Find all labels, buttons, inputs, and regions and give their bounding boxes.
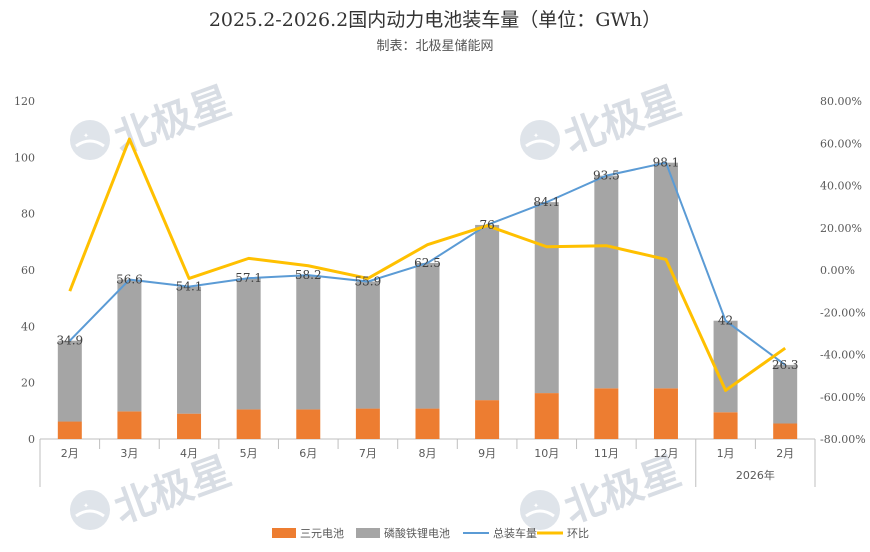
x-tick-label: 7月	[359, 447, 377, 460]
x-tick-label: 3月	[120, 447, 138, 460]
y-left-tick-label: 100	[14, 151, 35, 164]
watermark-text: 北极星	[558, 448, 686, 532]
watermark: ✦ 北极星	[520, 78, 687, 163]
bar-lfp	[57, 340, 82, 422]
watermark-text: 北极星	[108, 448, 236, 532]
legend-label: 环比	[567, 527, 589, 540]
y-left-tick-label: 20	[21, 377, 35, 390]
x-tick-label: 10月	[534, 447, 559, 460]
lines	[68, 137, 787, 392]
chart-subtitle: 制表：北极星储能网	[376, 39, 493, 54]
data-label-total: 93.5	[593, 169, 620, 183]
bar-ternary	[355, 408, 380, 439]
x-tick-label: 11月	[594, 447, 619, 460]
y-left-tick-label: 0	[28, 433, 35, 446]
bar-ternary	[594, 388, 619, 439]
watermark: ✦ 北极星	[70, 448, 237, 533]
bar-lfp	[534, 202, 559, 394]
watermark-star-icon: ✦	[83, 500, 89, 511]
x-tick-label: 8月	[419, 447, 437, 460]
data-label-total: 34.9	[56, 334, 83, 348]
watermark-logo-icon	[525, 139, 555, 148]
watermark-star-icon: ✦	[83, 130, 89, 141]
data-label-total: 84.1	[533, 195, 560, 209]
watermark-logo-icon	[75, 509, 105, 518]
legend-swatch	[272, 528, 296, 538]
bar-lfp	[475, 224, 500, 401]
line-total	[69, 161, 786, 366]
chart-title: 2025.2-2026.2国内动力电池装车量（单位：GWh）	[209, 9, 661, 31]
x-tick-label: 9月	[478, 447, 496, 460]
data-label-total: 62.5	[414, 256, 441, 270]
line-mom	[68, 137, 787, 392]
y-right-tick-label: -20.00%	[820, 306, 866, 319]
data-label-total: 58.2	[295, 268, 322, 282]
watermark: ✦ 北极星	[520, 448, 687, 533]
data-label-total: 54.1	[176, 280, 203, 294]
bar-lfp	[117, 279, 142, 412]
bar-ternary	[296, 409, 321, 439]
y-right-tick-label: -40.00%	[820, 349, 866, 362]
x-tick-label: 12月	[653, 447, 678, 460]
watermark-logo-icon	[75, 139, 105, 148]
y-left-tick-label: 120	[14, 95, 35, 108]
x-tick-label: 1月	[717, 447, 735, 460]
bar-ternary	[57, 421, 82, 439]
y-right-tick-label: 80.00%	[820, 95, 862, 108]
bars	[57, 162, 798, 439]
bar-ternary	[534, 393, 559, 439]
bar-lfp	[296, 275, 321, 410]
bar-ternary	[475, 400, 500, 439]
legend-label: 总装车量	[493, 526, 537, 540]
bar-lfp	[773, 364, 798, 424]
x-tick-label: 5月	[240, 447, 258, 460]
data-label-total: 42	[718, 314, 733, 328]
data-label-total: 76	[479, 218, 494, 232]
watermark: ✦ 北极星	[70, 78, 237, 163]
y-left-tick-label: 40	[21, 320, 35, 333]
watermark-text: 北极星	[108, 78, 236, 162]
y-right-tick-label: 40.00%	[820, 180, 862, 193]
bar-lfp	[236, 278, 261, 410]
legend-label: 磷酸铁锂电池	[384, 526, 450, 540]
x-tick-label: 2月	[776, 447, 794, 460]
bar-lfp	[355, 281, 380, 409]
legend-swatch	[356, 528, 380, 538]
bar-ternary	[236, 409, 261, 439]
data-label-total: 26.3	[772, 358, 799, 372]
watermark-logo-icon	[525, 509, 555, 518]
bar-lfp	[594, 175, 619, 389]
data-label-total: 56.6	[116, 273, 143, 287]
watermark-star-icon: ✦	[533, 130, 539, 141]
bar-lfp	[415, 262, 440, 409]
watermark-text: 北极星	[558, 78, 686, 162]
data-label-total: 57.1	[235, 271, 262, 285]
bar-ternary	[117, 411, 142, 439]
bar-ternary	[653, 388, 678, 439]
data-label-total: 98.1	[653, 156, 680, 170]
x-tick-label: 2月	[61, 447, 79, 460]
data-label-total: 55.9	[355, 275, 382, 289]
legend-label: 三元电池	[300, 527, 344, 540]
bar-lfp	[177, 286, 202, 414]
y-right-tick-label: -60.00%	[820, 391, 866, 404]
bar-ternary	[773, 423, 798, 439]
bar-ternary	[177, 413, 202, 439]
x-tick-label: 4月	[180, 447, 198, 460]
watermark-star-icon: ✦	[533, 500, 539, 511]
x-tick-label: 6月	[299, 447, 317, 460]
y-right-tick-label: 0.00%	[820, 264, 855, 277]
y-right-tick-label: -80.00%	[820, 433, 866, 446]
y-right-tick-label: 20.00%	[820, 222, 862, 235]
legend: 三元电池 磷酸铁锂电池 总装车量 环比	[272, 526, 589, 540]
bar-ternary	[713, 412, 738, 439]
bar-lfp	[713, 320, 738, 413]
y-left-tick-label: 80	[21, 208, 35, 221]
y-right-tick-label: 60.00%	[820, 137, 862, 150]
x-group-label: 2026年	[736, 468, 775, 482]
data-labels: 34.9 56.6 54.1 57.1 58.2 55.9 62.5 76 84.1 93.5 98…	[56, 156, 798, 372]
bar-ternary	[415, 408, 440, 439]
y-left-tick-label: 60	[21, 264, 35, 277]
